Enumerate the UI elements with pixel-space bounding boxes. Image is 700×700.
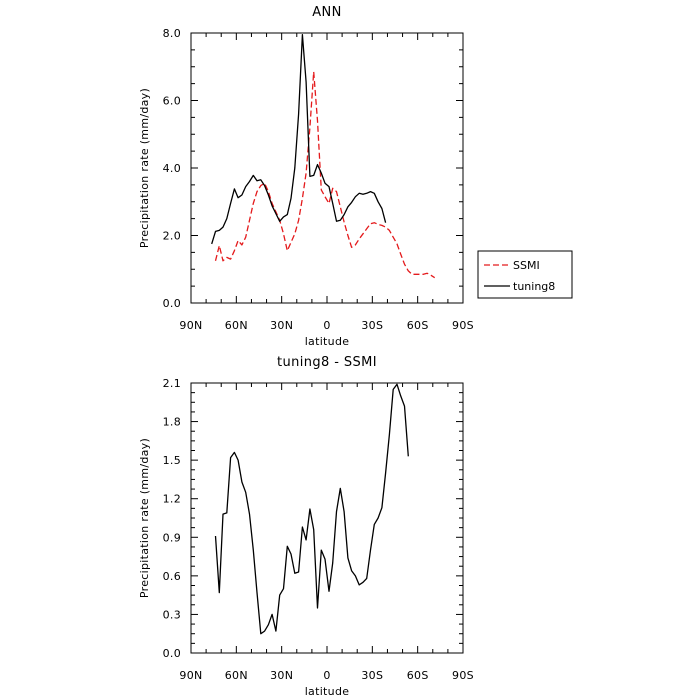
y-tick-label: 0.0 [163, 297, 181, 310]
x-tick-label: 60S [407, 669, 429, 682]
y-tick-label: 1.2 [163, 493, 181, 506]
chart-panel-1: 90N 60N 30N 0 30S 60S 90S 0.0 2.0 4.0 6.0 8.0 ANN lat… [138, 5, 474, 348]
plot-frame [190, 382, 464, 654]
x-tick-label: 90S [452, 319, 474, 332]
x-tick-label: 30N [270, 669, 293, 682]
legend-label-ssmi: SSMI [513, 259, 540, 272]
x-tick-label: 90N [179, 319, 202, 332]
legend-box [477, 250, 573, 299]
x-tick-label: 90N [179, 669, 202, 682]
y-tick-label: 2.0 [163, 230, 181, 243]
y-axis-label: Precipitation rate (mm/day) [138, 438, 151, 598]
y-tick-label: 1.8 [163, 416, 181, 429]
y-tick-label: 0.3 [163, 608, 181, 621]
x-axis-label: latitude [305, 685, 350, 698]
x-tick-label: 0 [323, 319, 330, 332]
legend: SSMI tuning8 [477, 250, 573, 299]
chart-panel-2: 90N 60N 30N 0 30S 60S 90S 0.0 0.3 0.6 0.9 1.2 1.5 1.8… [138, 355, 474, 698]
y-axis-label: Precipitation rate (mm/day) [138, 88, 151, 248]
series-line-ssmi [214, 71, 436, 279]
x-tick-label: 0 [323, 669, 330, 682]
x-tick-label: 60N [225, 669, 248, 682]
series-line-difference [214, 383, 409, 635]
plot-frame [190, 32, 464, 304]
y-tick-label: 6.0 [163, 95, 181, 108]
y-tick-label: 8.0 [163, 27, 181, 40]
x-tick-label: 30N [270, 319, 293, 332]
chart-title: tuning8 - SSMI [277, 355, 377, 370]
x-tick-label: 30S [361, 319, 383, 332]
legend-label-tuning8: tuning8 [513, 280, 555, 293]
y-tick-label: 0.9 [163, 531, 181, 544]
series-line-tuning8 [211, 34, 387, 245]
x-tick-label: 60S [407, 319, 429, 332]
y-tick-label: 2.1 [163, 377, 181, 390]
y-tick-label: 4.0 [163, 162, 181, 175]
y-tick-label: 0.6 [163, 570, 181, 583]
x-tick-label: 30S [361, 669, 383, 682]
x-tick-label: 90S [452, 669, 474, 682]
x-axis-label: latitude [305, 335, 350, 348]
chart-title: ANN [312, 5, 342, 20]
x-tick-label: 60N [225, 319, 248, 332]
y-tick-label: 1.5 [163, 454, 181, 467]
y-tick-label: 0.0 [163, 647, 181, 660]
